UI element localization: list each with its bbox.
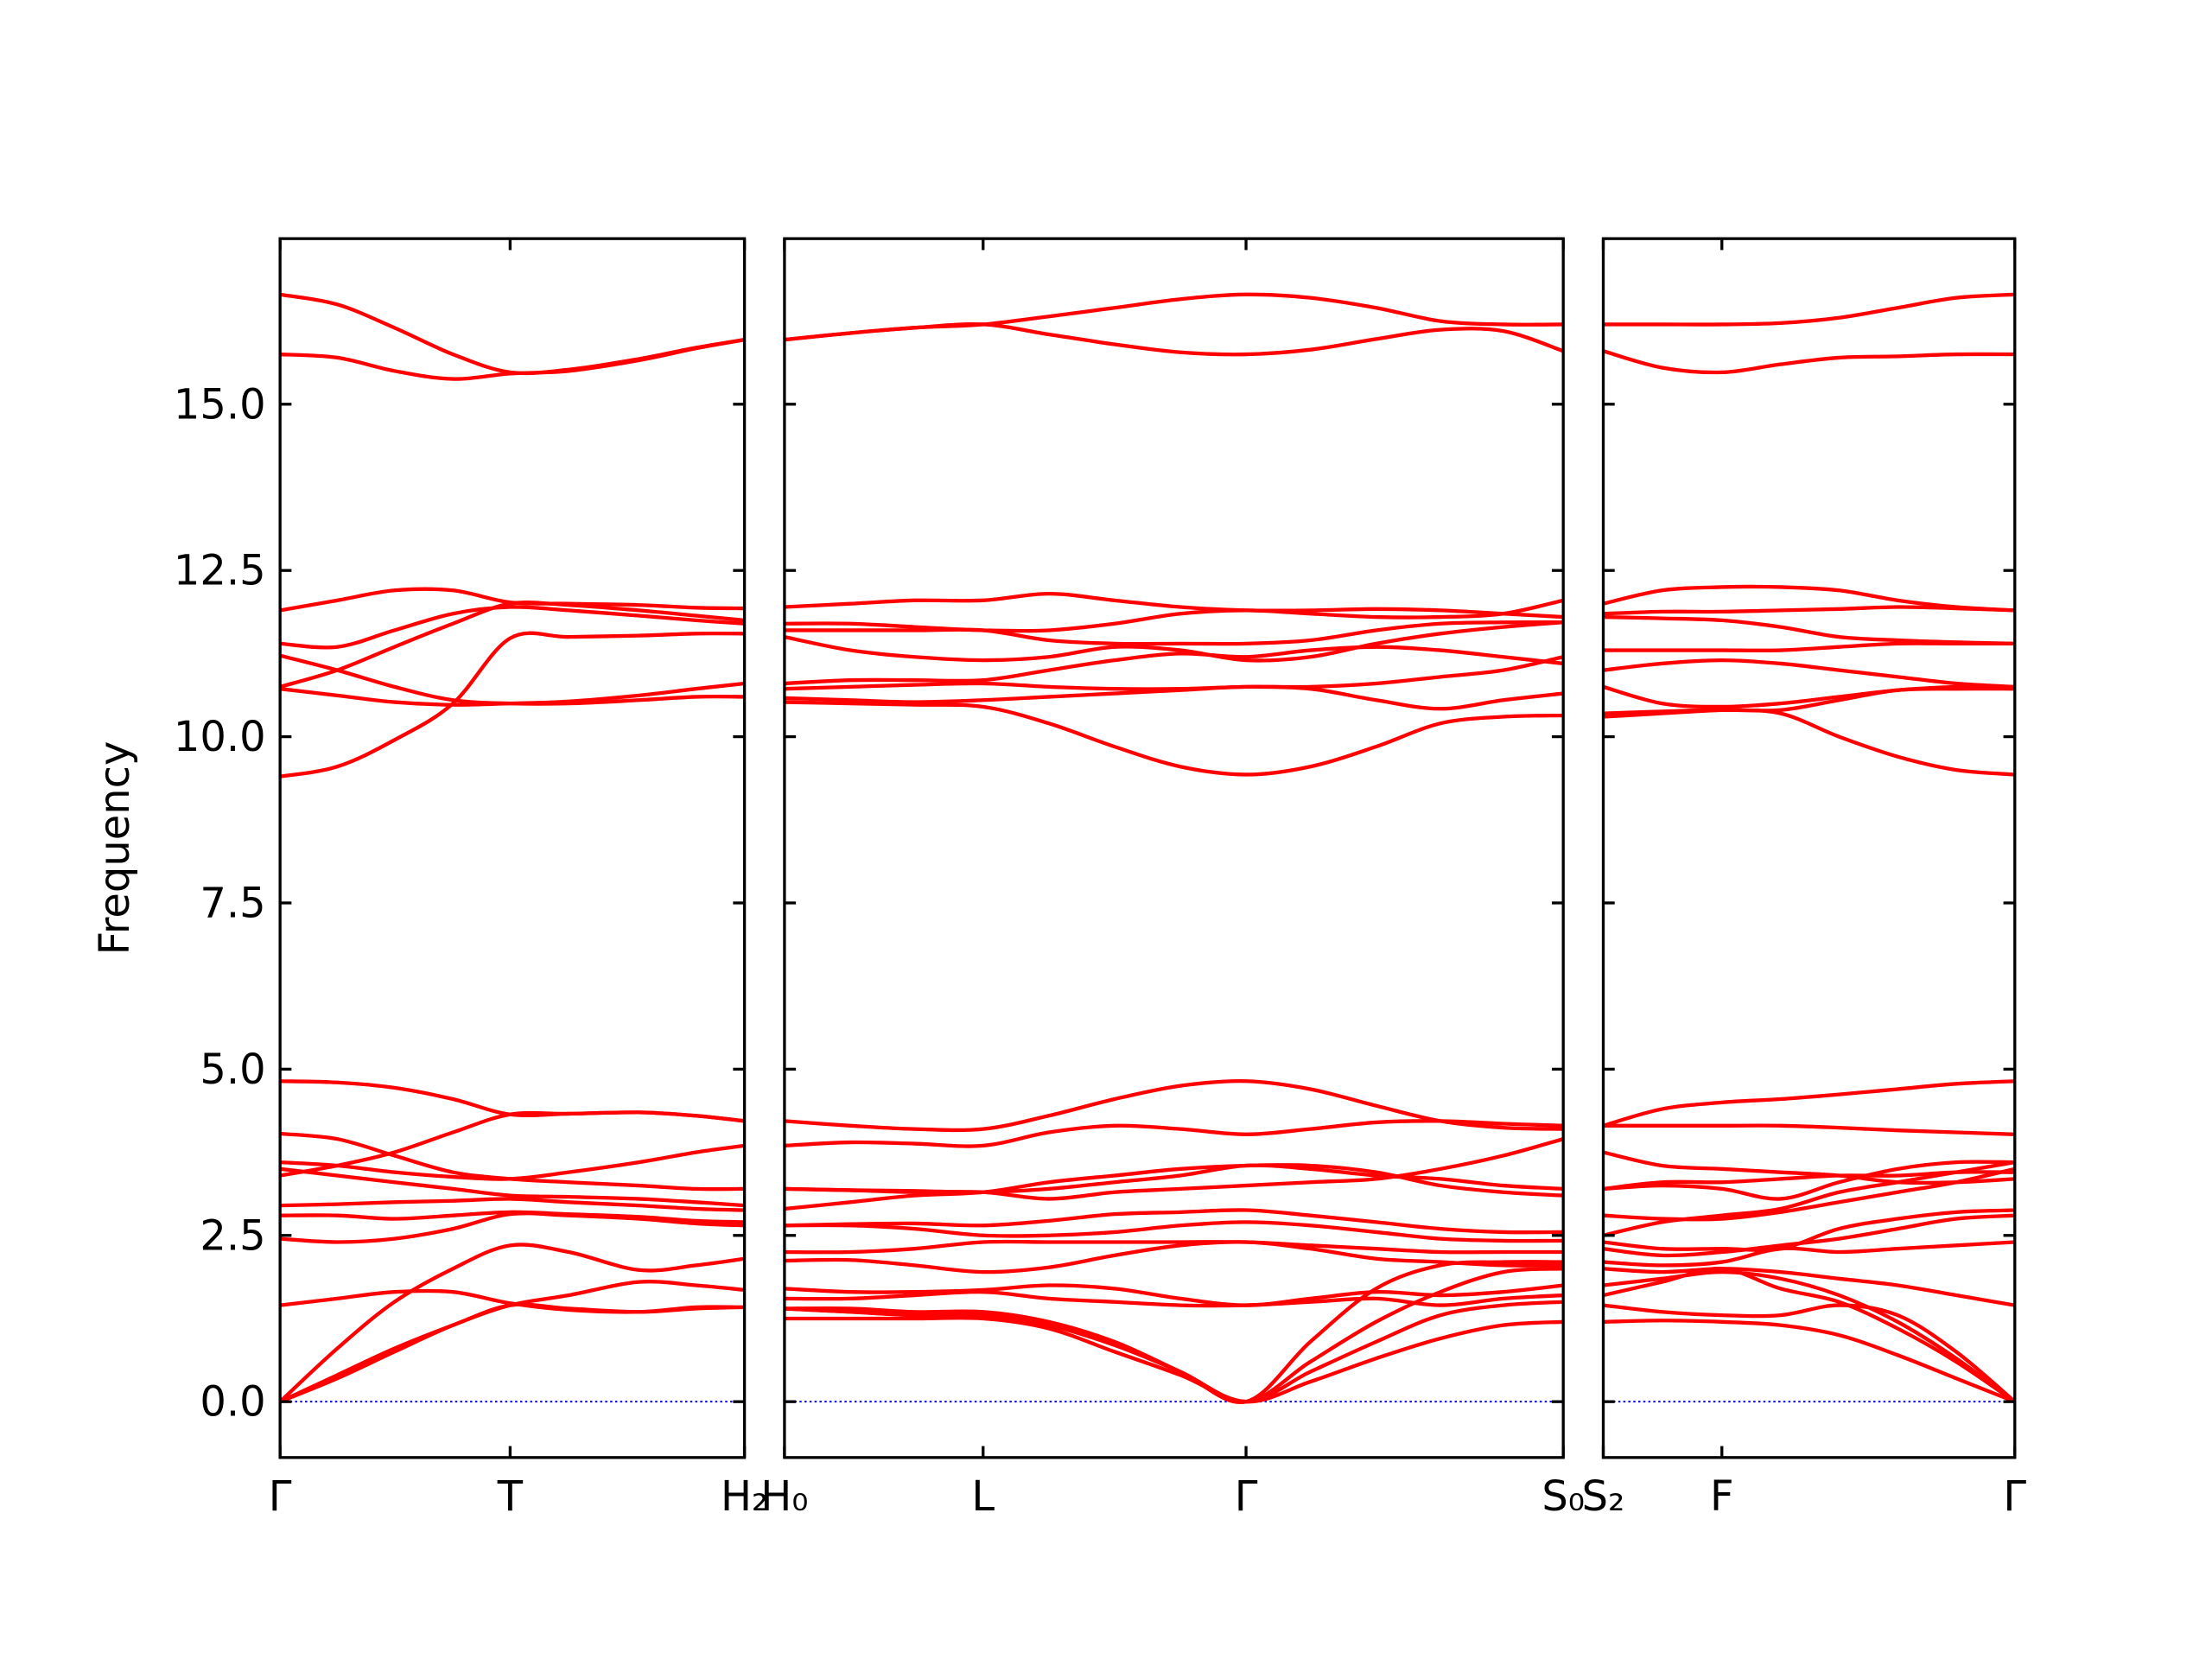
bands	[784, 292, 1564, 1405]
band-line	[1603, 1240, 2015, 1268]
x-tick-label: L	[971, 1472, 995, 1521]
band-line	[280, 1210, 745, 1224]
band-line	[784, 645, 1564, 686]
y-tick-label: 2.5	[200, 1211, 265, 1260]
band-line	[1603, 614, 2015, 646]
band-line	[280, 1243, 745, 1403]
band-line	[1603, 1123, 2015, 1136]
band-line	[280, 1197, 745, 1212]
x-tick-label: Γ	[1235, 1472, 1258, 1521]
band-line	[784, 591, 1564, 620]
y-tick-label: 10.0	[174, 713, 266, 761]
band-line	[1603, 684, 2015, 709]
y-tick-label: 12.5	[174, 547, 266, 595]
band-line	[1603, 1166, 2015, 1222]
y-tick-label: 5.0	[200, 1046, 265, 1094]
band-line	[280, 605, 745, 650]
band-line	[280, 1143, 745, 1181]
band-line	[784, 1315, 1564, 1404]
band-line	[280, 631, 745, 779]
y-tick-label: 15.0	[174, 380, 266, 429]
band-line	[1603, 349, 2015, 375]
band-line	[1603, 1079, 2015, 1128]
band-line	[1603, 1267, 2015, 1403]
band-line	[280, 1302, 745, 1404]
y-axis-label: Frequency	[91, 741, 139, 956]
band-line	[1603, 708, 2015, 777]
band-line	[784, 322, 1564, 357]
band-line	[784, 1240, 1564, 1274]
band-line	[784, 684, 1564, 711]
band-line	[1603, 1267, 2015, 1307]
band-line	[784, 1283, 1564, 1307]
bands	[1603, 292, 2015, 1404]
band-line	[784, 1289, 1564, 1308]
band-line	[1603, 1160, 2015, 1237]
band-line	[280, 1211, 745, 1244]
band-line	[784, 292, 1564, 342]
band-line	[784, 620, 1564, 663]
plot-frame	[783, 237, 1565, 1459]
band-line	[280, 681, 745, 707]
bands	[280, 292, 745, 1404]
band-line	[280, 1280, 745, 1404]
band-line	[784, 1220, 1564, 1243]
x-tick-label: T	[497, 1472, 524, 1521]
band-line	[784, 1239, 1564, 1255]
band-line	[280, 1110, 745, 1178]
plot-frame	[1601, 237, 2017, 1459]
band-line	[784, 620, 1564, 646]
x-tick-label: H₀	[760, 1472, 808, 1521]
band-line	[280, 601, 745, 689]
band-line	[1603, 1319, 2015, 1404]
y-tick-label: 0.0	[200, 1378, 265, 1427]
y-tick-label: 7.5	[200, 880, 265, 928]
band-line	[1603, 1269, 2015, 1403]
band-line	[784, 598, 1564, 633]
band-line	[280, 338, 745, 381]
band-line	[784, 1119, 1564, 1148]
band-line	[1603, 605, 2015, 616]
band-line	[784, 1137, 1564, 1201]
x-tick-label: Γ	[2003, 1472, 2026, 1521]
band-line	[1603, 658, 2015, 690]
band-line	[280, 1166, 745, 1208]
band-line	[1603, 1213, 2015, 1258]
x-tick-label: S₀	[1541, 1472, 1585, 1521]
band-line	[784, 700, 1564, 777]
band-line	[1603, 1303, 2015, 1403]
x-tick-label: S₂	[1582, 1472, 1625, 1521]
band-line	[784, 1163, 1564, 1211]
band-line	[784, 1260, 1564, 1405]
x-tick-label: Γ	[269, 1472, 292, 1521]
band-line	[1603, 292, 2015, 327]
plot-frame	[278, 237, 747, 1459]
x-tick-label: F	[1710, 1472, 1734, 1521]
band-line	[1603, 641, 2015, 652]
band-line	[1603, 1208, 2015, 1253]
x-tick-label: H₂	[721, 1472, 768, 1521]
band-line	[1603, 1160, 2015, 1201]
band-line	[784, 1208, 1564, 1235]
band-line	[784, 655, 1564, 691]
